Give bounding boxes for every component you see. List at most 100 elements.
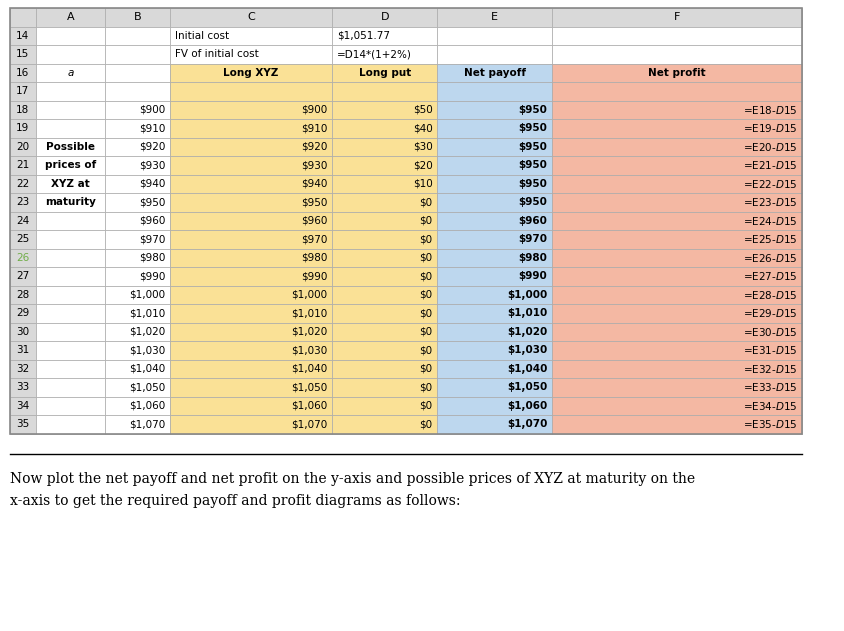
Bar xyxy=(170,249,332,267)
Text: $10: $10 xyxy=(413,179,432,189)
Bar xyxy=(551,304,801,322)
Text: A: A xyxy=(67,12,74,22)
Text: 30: 30 xyxy=(16,327,30,337)
Bar xyxy=(437,378,551,396)
Text: $0: $0 xyxy=(419,198,432,207)
Bar xyxy=(36,360,105,378)
Text: $1,000: $1,000 xyxy=(129,290,165,300)
Text: 24: 24 xyxy=(16,216,30,226)
Text: $0: $0 xyxy=(419,234,432,244)
Text: $990: $990 xyxy=(518,271,547,281)
Text: =E32-$D$15: =E32-$D$15 xyxy=(742,363,797,375)
Text: Long put: Long put xyxy=(359,68,410,78)
Text: FV of initial cost: FV of initial cost xyxy=(175,49,258,59)
Text: $920: $920 xyxy=(138,142,165,151)
Text: $960: $960 xyxy=(517,216,547,226)
Bar xyxy=(551,285,801,304)
Text: $930: $930 xyxy=(138,160,165,170)
Bar xyxy=(332,27,437,45)
Bar xyxy=(9,175,36,193)
Bar xyxy=(9,304,36,322)
Bar xyxy=(105,175,170,193)
Bar xyxy=(437,64,551,82)
Text: $980: $980 xyxy=(138,253,165,262)
Bar xyxy=(36,341,105,360)
Bar xyxy=(332,82,437,100)
Text: Now plot the net payoff and net profit on the y-axis and possible prices of XYZ : Now plot the net payoff and net profit o… xyxy=(9,471,694,485)
Bar xyxy=(36,156,105,175)
Text: $950: $950 xyxy=(517,123,547,133)
Bar xyxy=(170,396,332,415)
Text: 19: 19 xyxy=(16,123,30,133)
Text: $1,040: $1,040 xyxy=(129,363,165,374)
Bar xyxy=(170,119,332,138)
Bar xyxy=(332,156,437,175)
Bar xyxy=(9,285,36,304)
Text: =D14*(1+2%): =D14*(1+2%) xyxy=(337,49,412,59)
Text: =E21-$D$15: =E21-$D$15 xyxy=(742,159,797,171)
Bar xyxy=(9,230,36,249)
Bar xyxy=(551,193,801,211)
Text: Initial cost: Initial cost xyxy=(175,31,229,41)
Bar xyxy=(9,193,36,211)
Text: =E29-$D$15: =E29-$D$15 xyxy=(742,307,797,319)
Bar xyxy=(551,138,801,156)
Bar xyxy=(437,119,551,138)
Text: 16: 16 xyxy=(16,68,30,78)
Bar xyxy=(551,100,801,119)
Bar xyxy=(36,45,105,64)
Bar xyxy=(332,138,437,156)
Bar xyxy=(551,64,801,82)
Bar xyxy=(170,230,332,249)
Text: $970: $970 xyxy=(517,234,547,244)
Bar xyxy=(105,211,170,230)
Text: $1,070: $1,070 xyxy=(506,419,547,429)
Bar xyxy=(105,341,170,360)
Bar xyxy=(170,45,332,64)
Bar xyxy=(437,267,551,285)
Bar xyxy=(105,193,170,211)
Text: 32: 32 xyxy=(16,363,30,374)
Text: $0: $0 xyxy=(419,309,432,318)
Text: =E24-$D$15: =E24-$D$15 xyxy=(742,215,797,227)
Bar xyxy=(332,322,437,341)
Bar xyxy=(332,267,437,285)
Bar xyxy=(9,64,36,82)
Bar xyxy=(36,175,105,193)
Text: $1,060: $1,060 xyxy=(291,401,327,411)
Text: 18: 18 xyxy=(16,105,30,115)
Text: $0: $0 xyxy=(419,382,432,392)
Text: 20: 20 xyxy=(16,142,30,151)
Text: 29: 29 xyxy=(16,309,30,318)
Bar xyxy=(332,8,437,27)
Bar xyxy=(437,230,551,249)
Text: =E34-$D$15: =E34-$D$15 xyxy=(742,400,797,412)
Bar xyxy=(437,27,551,45)
Bar xyxy=(9,249,36,267)
Text: =E18-$D$15: =E18-$D$15 xyxy=(742,103,797,115)
Bar xyxy=(551,156,801,175)
Bar xyxy=(551,119,801,138)
Bar xyxy=(105,249,170,267)
Bar xyxy=(36,82,105,100)
Bar xyxy=(332,360,437,378)
Text: $1,030: $1,030 xyxy=(506,345,547,355)
Bar xyxy=(170,360,332,378)
Text: $980: $980 xyxy=(300,253,327,262)
Text: =E33-$D$15: =E33-$D$15 xyxy=(742,381,797,393)
Text: $30: $30 xyxy=(413,142,432,151)
Text: a: a xyxy=(68,68,73,78)
Bar xyxy=(36,64,105,82)
Bar xyxy=(105,119,170,138)
Text: maturity: maturity xyxy=(46,198,96,207)
Text: $950: $950 xyxy=(517,160,547,170)
Text: D: D xyxy=(380,12,389,22)
Text: 28: 28 xyxy=(16,290,30,300)
Text: $1,070: $1,070 xyxy=(291,419,327,429)
Bar xyxy=(105,304,170,322)
Text: $0: $0 xyxy=(419,345,432,355)
Bar xyxy=(332,100,437,119)
Text: $1,051.77: $1,051.77 xyxy=(337,31,390,41)
Text: $940: $940 xyxy=(138,179,165,189)
Text: C: C xyxy=(247,12,255,22)
